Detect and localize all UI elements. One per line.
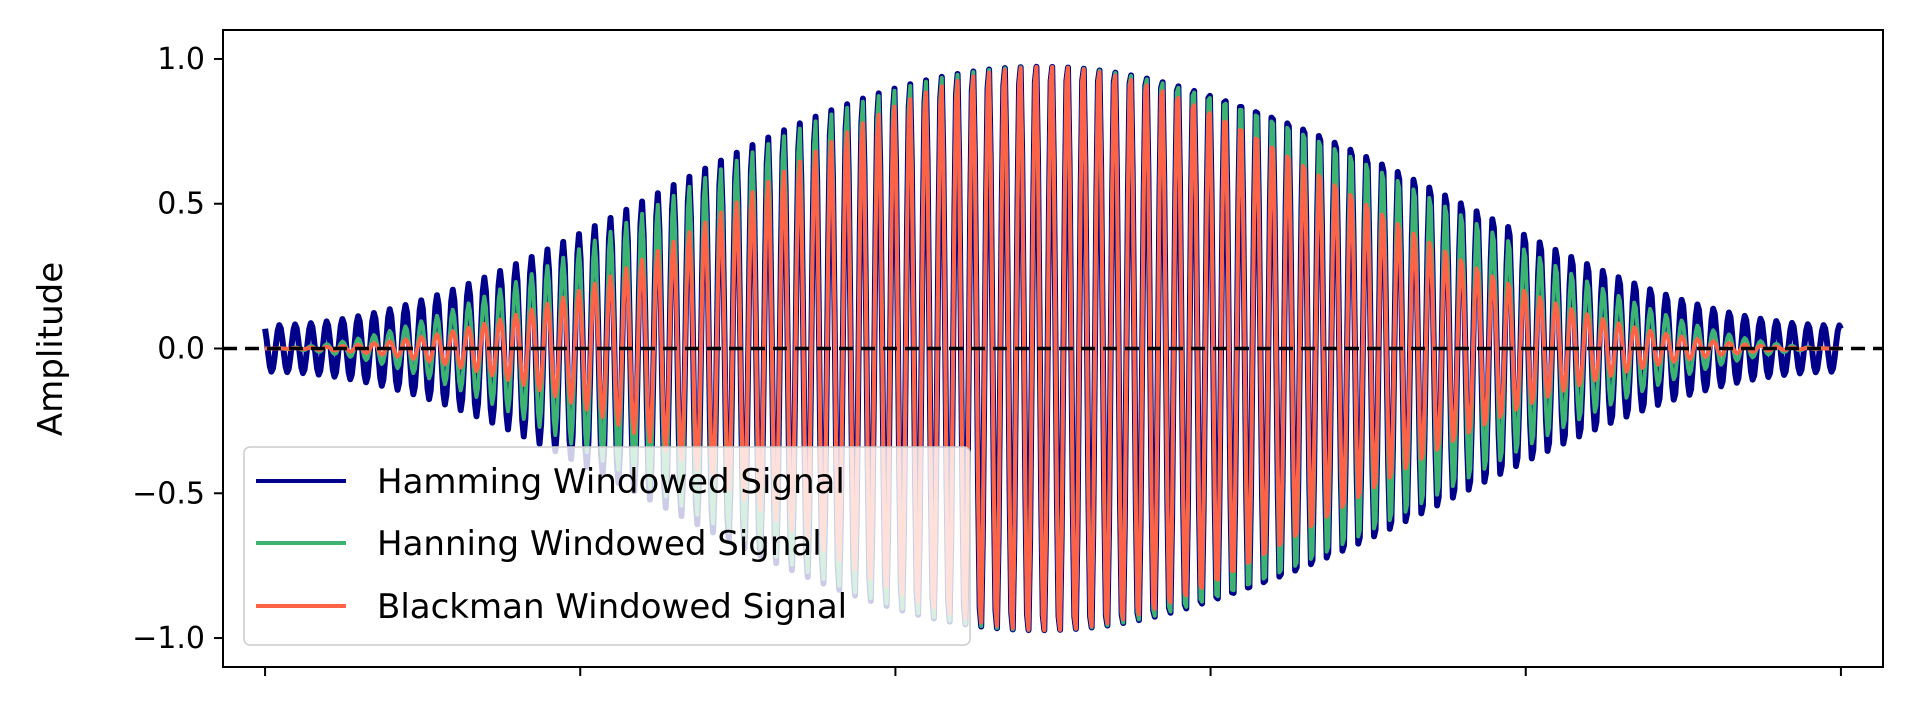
y-tick-label: −1.0 [132, 621, 205, 656]
legend-box [243, 446, 971, 646]
y-tick-label: −0.5 [132, 476, 205, 511]
legend-label-blackman: Blackman Windowed Signal [377, 587, 847, 627]
legend: Hamming Windowed Signal Hanning Windowed… [243, 446, 971, 646]
x-axis [264, 667, 1842, 676]
y-tick-label: 0.0 [157, 332, 205, 367]
y-axis-label: Amplitude [31, 262, 71, 436]
legend-label-hanning: Hanning Windowed Signal [377, 524, 822, 564]
series-line-blackman [264, 64, 1842, 633]
y-axis: −1.0 −0.5 0.0 0.5 1.0 [132, 42, 223, 656]
series-layer [262, 63, 1844, 634]
y-tick-label: 0.5 [157, 187, 205, 222]
legend-label-hamming: Hamming Windowed Signal [377, 462, 845, 502]
y-tick-label: 1.0 [157, 42, 205, 77]
